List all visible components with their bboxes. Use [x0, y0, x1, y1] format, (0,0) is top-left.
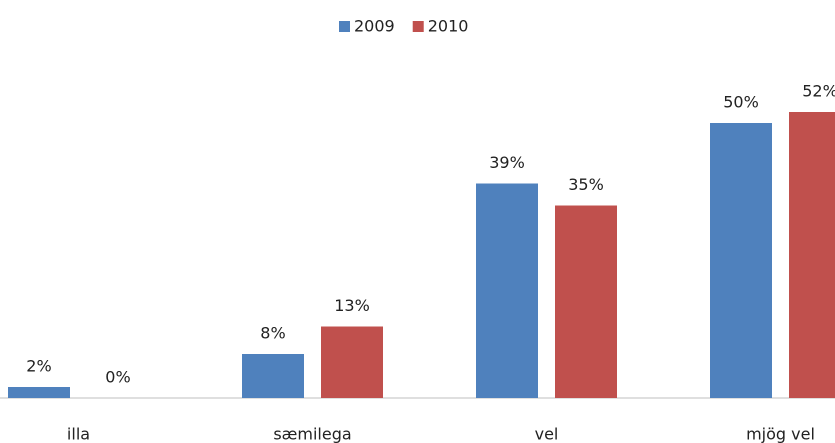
data-label: 13% [334, 296, 370, 315]
legend-swatch [412, 21, 424, 32]
data-label: 39% [489, 153, 525, 172]
x-tick-label: sæmilega [273, 425, 351, 443]
data-label: 8% [260, 324, 285, 343]
bar [555, 205, 617, 398]
legend-label: 2010 [428, 17, 469, 36]
bar [789, 112, 835, 398]
bar [321, 326, 383, 398]
legend-label: 2009 [354, 17, 395, 36]
bar [710, 123, 772, 398]
x-tick-label: illa [67, 425, 90, 443]
bar [8, 387, 70, 398]
data-label: 35% [568, 175, 604, 194]
legend-swatch [339, 21, 350, 32]
data-label: 2% [26, 357, 51, 376]
data-label: 50% [723, 93, 759, 112]
data-label: 0% [105, 368, 130, 387]
x-tick-label: mjög vel [746, 425, 815, 443]
x-tick-label: vel [535, 425, 559, 443]
bar [242, 354, 304, 398]
bar [476, 183, 538, 398]
data-label: 52% [802, 82, 835, 101]
